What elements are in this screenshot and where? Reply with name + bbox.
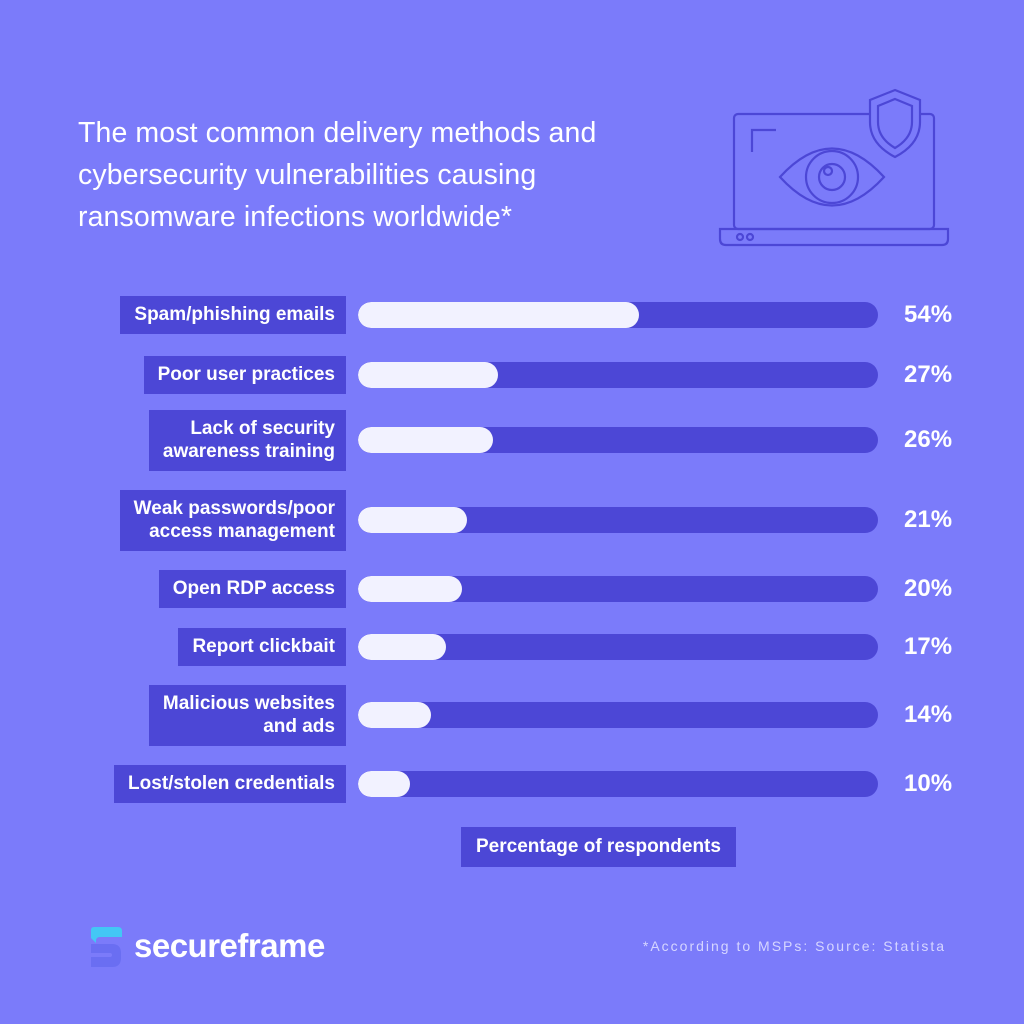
bar-label: Open RDP access <box>158 570 346 608</box>
bar-value-label: 10% <box>904 770 953 797</box>
bar-label-line: awareness training <box>162 440 335 462</box>
bar-label: Report clickbait <box>178 628 346 666</box>
bar-label-line: Spam/phishing emails <box>134 304 335 325</box>
bar-label-line: Lack of security <box>190 417 335 439</box>
bar-track <box>358 576 878 602</box>
bar <box>358 576 462 602</box>
bar-value-label: 26% <box>904 426 953 453</box>
title-line: cybersecurity vulnerabilities causing <box>78 159 537 191</box>
laptop-eye-shield-icon <box>718 88 950 247</box>
bar <box>358 507 467 533</box>
title-line: ransomware infections worldwide* <box>78 201 513 233</box>
brand-name: secureframe <box>134 927 325 964</box>
bar-label-line: Lost/stolen credentials <box>128 773 335 794</box>
bar-label: Lost/stolen credentials <box>114 765 346 803</box>
bar-value-label: 21% <box>904 506 953 533</box>
bar <box>358 771 410 797</box>
bar-value-label: 17% <box>904 633 953 660</box>
bar-label-line: Open RDP access <box>172 578 335 599</box>
bar-track <box>358 771 878 797</box>
bar-label-line: Poor user practices <box>157 364 335 385</box>
bar-label-line: Weak passwords/poor <box>133 497 335 519</box>
bar-track <box>358 507 878 533</box>
chart-title: The most common delivery methods and cyb… <box>78 112 718 238</box>
bar-track <box>358 702 878 728</box>
bar-label: Malicious websites and ads <box>148 684 346 746</box>
bar-track <box>358 427 878 453</box>
bar-value-label: 54% <box>904 301 953 328</box>
bar-value-label: 20% <box>904 575 953 602</box>
bar-label: Spam/phishing emails <box>120 296 346 334</box>
secureframe-logo-icon <box>91 927 122 967</box>
bar <box>358 362 498 388</box>
bar-label: Lack of security awareness training <box>148 409 346 471</box>
bar-track <box>358 634 878 660</box>
bar-label: Poor user practices <box>143 356 346 394</box>
bar-value-label: 27% <box>904 361 953 388</box>
title-line: The most common delivery methods and <box>78 117 597 149</box>
bar-track <box>358 362 878 388</box>
bar-label-line: Malicious websites <box>162 692 335 714</box>
bar <box>358 702 431 728</box>
bar-label-line: access management <box>149 520 335 542</box>
x-axis-label: Percentage of respondents <box>461 827 736 867</box>
bar-label-line: Report clickbait <box>192 636 335 657</box>
bar <box>358 634 446 660</box>
bar-label: Weak passwords/poor access management <box>119 489 346 551</box>
bar-label-line: and ads <box>263 715 335 737</box>
bar <box>358 427 493 453</box>
bar <box>358 302 639 328</box>
bar-track <box>358 302 878 328</box>
footnote: *According to MSPs: Source: Statista <box>642 938 946 954</box>
bar-value-label: 14% <box>904 701 953 728</box>
